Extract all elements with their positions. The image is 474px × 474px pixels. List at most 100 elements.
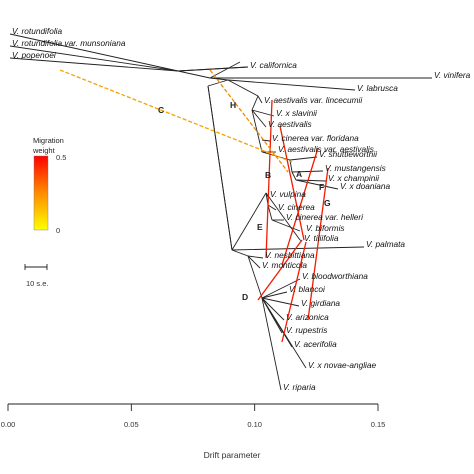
migration-arrow — [209, 69, 289, 173]
tree-branch — [265, 192, 301, 241]
tree-branch — [231, 192, 267, 251]
taxon-label: V. cinerea var. helleri — [286, 212, 364, 222]
tree-branch — [209, 61, 241, 79]
taxon-label: V. acerifolia — [294, 339, 337, 349]
tree-branch — [295, 179, 327, 182]
migration-label: D — [242, 292, 248, 302]
tree-branch — [247, 255, 264, 259]
migration-arrow — [265, 99, 273, 259]
migration-label: C — [158, 105, 164, 115]
legend-title-line2: weight — [32, 146, 56, 155]
taxon-label: V. girdiana — [301, 298, 340, 308]
taxon-label: V. rotundifolia var. munsoniana — [12, 38, 126, 48]
taxon-label: V. labrusca — [357, 83, 398, 93]
tree-branch — [207, 79, 229, 87]
tree-branch — [247, 255, 263, 299]
x-tick-label: 0.15 — [371, 420, 386, 429]
taxon-label: V. rupestris — [286, 325, 327, 335]
taxon-label: V. shuttleworthii — [319, 149, 378, 159]
x-tick-label: 0.05 — [124, 420, 139, 429]
tree-branch — [207, 85, 233, 251]
taxon-label: V. vulpina — [270, 189, 306, 199]
migration-label: F — [319, 182, 324, 192]
taxon-label: V. monticola — [262, 260, 307, 270]
taxon-labels: V. rotundifolia V. rotundifolia var. muns… — [12, 26, 471, 392]
migration-arrow — [59, 69, 293, 163]
tree-branch — [9, 57, 179, 72]
tree-branch — [9, 45, 179, 72]
taxon-label: V. riparia — [283, 382, 316, 392]
tree-branch — [271, 219, 301, 232]
taxon-label: V. arizonica — [286, 312, 329, 322]
tree-branch — [267, 204, 277, 211]
scale-bar-label: 10 s.e. — [26, 279, 49, 288]
taxon-label: V. palmata — [366, 239, 405, 249]
taxon-label: V. rotundifolia — [12, 26, 63, 36]
tree-branch — [295, 179, 339, 190]
tree-branch — [257, 95, 263, 104]
taxon-label: V. x slavinii — [276, 108, 318, 118]
migration-arrow — [281, 147, 319, 266]
taxon-label: V. x champinii — [328, 173, 380, 183]
migration-labels: A B C D E FG H — [158, 100, 331, 302]
taxon-label: V. aestivalis — [268, 119, 312, 129]
tree-branch — [177, 70, 211, 79]
taxon-label: V. x doaniana — [340, 181, 391, 191]
tree-branch — [231, 246, 365, 251]
migration-arrow — [279, 125, 305, 241]
taxon-label: V. x novae-angliae — [308, 360, 376, 370]
tree-branch — [261, 278, 301, 299]
tree-branch — [247, 255, 261, 269]
taxon-label: V. popenoei — [12, 50, 57, 60]
tree-branch — [231, 249, 249, 257]
tree-branch — [251, 109, 263, 153]
tree-edges — [9, 33, 432, 391]
taxon-label: V. aestivalis var. aestivalis — [278, 144, 374, 154]
tree-branch — [261, 297, 285, 321]
taxon-label: V. mustangensis — [325, 163, 386, 173]
migration-label: G — [324, 198, 331, 208]
migration-label: E — [257, 222, 263, 232]
tree-branch — [209, 77, 229, 81]
legend-max-label: 0.5 — [56, 153, 66, 162]
taxon-label: V. aestivalis var. lincecumii — [264, 95, 363, 105]
taxon-label: V. tiliifolia — [304, 233, 339, 243]
migration-arrow — [257, 239, 303, 301]
x-tick-label: 0.00 — [1, 420, 16, 429]
x-axis: 0.00 0.05 0.10 0.15 — [1, 403, 386, 429]
migration-weight-legend: Migration weight 0.5 0 10 s.e. — [24, 136, 66, 288]
tree-branch — [261, 291, 288, 299]
legend-title-line1: Migration — [33, 136, 64, 145]
tree-branch — [267, 204, 273, 221]
taxon-label: V. cinerea var. floridana — [272, 133, 359, 143]
taxon-label: V. biformis — [306, 223, 345, 233]
taxon-label: V. cinerea — [278, 202, 315, 212]
tree-branch — [251, 95, 259, 111]
x-axis-label: Drift parameter — [204, 450, 261, 460]
taxon-label: V. nesbittiana — [265, 250, 315, 260]
tree-branch — [177, 66, 249, 72]
tree-branch — [291, 170, 324, 173]
tree-branch — [251, 109, 275, 117]
tree-branch — [251, 109, 267, 128]
tree-branch — [291, 171, 297, 181]
migration-arrow — [281, 241, 307, 343]
taxon-label: V. bloodworthiana — [302, 271, 368, 281]
taxon-label: V. californica — [250, 60, 297, 70]
taxon-label: V. blancoi — [289, 284, 326, 294]
tree-branch — [261, 139, 271, 142]
tree-branch — [227, 79, 259, 97]
tree-branch — [261, 297, 282, 391]
migration-label: B — [265, 170, 271, 180]
tree-branch — [9, 33, 179, 72]
migration-label: A — [296, 169, 302, 179]
migration-label: H — [230, 100, 236, 110]
migration-arrows — [59, 69, 329, 343]
tree-branch — [289, 156, 318, 161]
legend-color-bar — [33, 155, 49, 231]
migration-arrow — [307, 167, 329, 321]
x-tick-label: 0.10 — [247, 420, 262, 429]
tree-branch — [261, 297, 300, 307]
legend-min-label: 0 — [56, 226, 60, 235]
